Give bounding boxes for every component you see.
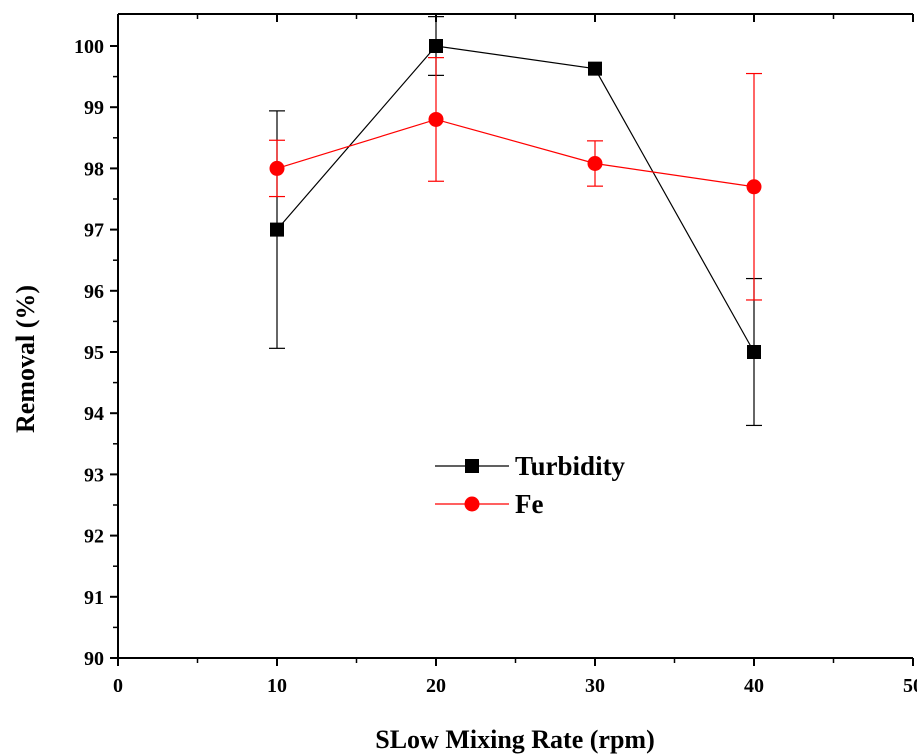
legend-label: Turbidity (515, 451, 626, 481)
series-line (276, 45, 755, 353)
y-tick-label: 91 (84, 587, 104, 609)
ticks: 0 10 20 30 40 50 90 91 92 93 94 95 96 97 98 99 100 (74, 14, 917, 697)
data-point (587, 156, 603, 172)
series-layer (269, 16, 762, 427)
y-axis-title: Removal (%) (11, 285, 40, 433)
y-tick-label: 94 (84, 403, 104, 425)
series-line (276, 118, 755, 188)
y-tick-label: 92 (84, 526, 104, 548)
y-tick-label: 99 (84, 97, 104, 119)
axes (117, 13, 913, 659)
y-tick-label: 98 (84, 158, 104, 180)
legend-marker (465, 459, 479, 473)
y-tick-label: 100 (74, 36, 104, 58)
data-point (429, 39, 443, 53)
x-tick-label: 50 (903, 675, 917, 697)
data-point (588, 61, 602, 76)
legend-marker (464, 496, 480, 512)
legend-item-fe: Fe (435, 489, 543, 519)
series-fe (269, 57, 762, 301)
x-tick-label: 20 (426, 675, 446, 697)
data-point (428, 111, 444, 127)
y-tick-label: 93 (84, 464, 104, 486)
data-point (270, 222, 284, 237)
x-axis-title: SLow Mixing Rate (rpm) (375, 725, 654, 754)
series-turbidity (269, 16, 762, 427)
y-tick-label: 96 (84, 281, 104, 303)
x-tick-label: 30 (585, 675, 605, 697)
legend: Turbidity Fe (435, 451, 626, 519)
x-tick-label: 0 (113, 675, 123, 697)
data-point (747, 345, 761, 359)
y-tick-label: 97 (84, 220, 104, 242)
y-tick-label: 90 (84, 648, 104, 670)
legend-item-turbidity: Turbidity (435, 451, 626, 481)
x-tick-label: 10 (267, 675, 287, 697)
data-point (269, 160, 285, 176)
legend-label: Fe (515, 489, 543, 519)
y-tick-label: 95 (84, 342, 104, 364)
data-point (746, 179, 762, 195)
x-tick-label: 40 (744, 675, 764, 697)
